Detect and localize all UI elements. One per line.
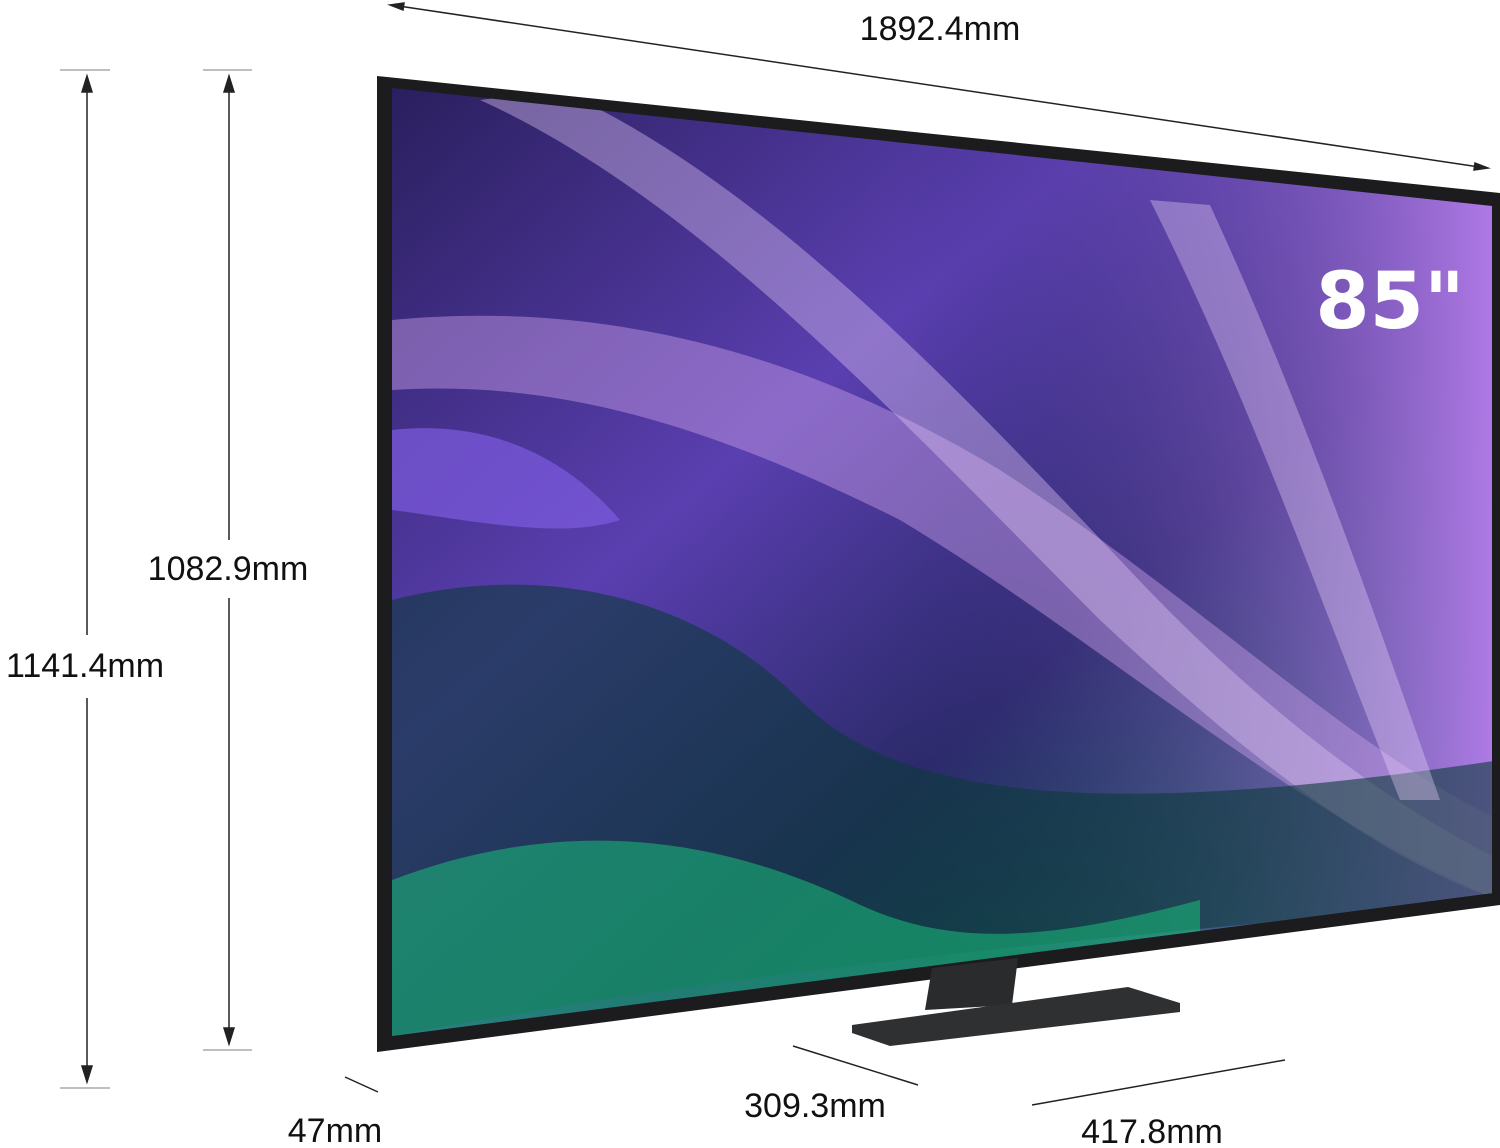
width-label: 1892.4mm [860,10,1021,48]
stand-width-label: 417.8mm [1081,1113,1223,1148]
screen-size-badge: 85" [1315,257,1464,347]
tv-screen [392,88,1492,1036]
stand-depth-label: 309.3mm [744,1087,886,1125]
stand-base [852,987,1180,1046]
stand-neck [925,958,1018,1010]
total-height-label: 1141.4mm [6,647,164,685]
panel-height-label: 1082.9mm [148,550,309,588]
dimension-lines [60,2,1491,1106]
panel-depth-label: 47mm [288,1112,382,1148]
